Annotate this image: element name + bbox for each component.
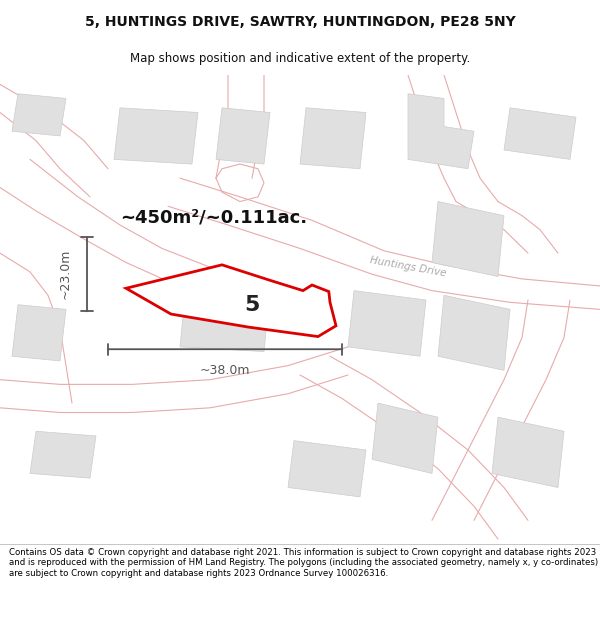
Polygon shape [288, 441, 366, 497]
Polygon shape [408, 94, 474, 169]
Polygon shape [504, 107, 576, 159]
Polygon shape [12, 304, 66, 361]
Polygon shape [300, 107, 366, 169]
Text: ~450m²/~0.111ac.: ~450m²/~0.111ac. [120, 209, 307, 227]
Text: Huntings Drive: Huntings Drive [369, 256, 447, 279]
Polygon shape [216, 107, 270, 164]
Polygon shape [30, 431, 96, 478]
Polygon shape [180, 286, 270, 351]
Polygon shape [126, 265, 336, 336]
Text: ~23.0m: ~23.0m [59, 249, 72, 299]
Text: 5, HUNTINGS DRIVE, SAWTRY, HUNTINGDON, PE28 5NY: 5, HUNTINGS DRIVE, SAWTRY, HUNTINGDON, P… [85, 15, 515, 29]
Polygon shape [348, 291, 426, 356]
Polygon shape [432, 201, 504, 276]
Polygon shape [438, 295, 510, 370]
Polygon shape [372, 403, 438, 474]
Text: 5: 5 [244, 294, 260, 315]
Text: Contains OS data © Crown copyright and database right 2021. This information is : Contains OS data © Crown copyright and d… [9, 548, 598, 578]
Polygon shape [114, 107, 198, 164]
Text: Map shows position and indicative extent of the property.: Map shows position and indicative extent… [130, 52, 470, 65]
Text: ~38.0m: ~38.0m [200, 364, 250, 378]
Polygon shape [492, 418, 564, 488]
Polygon shape [12, 94, 66, 136]
